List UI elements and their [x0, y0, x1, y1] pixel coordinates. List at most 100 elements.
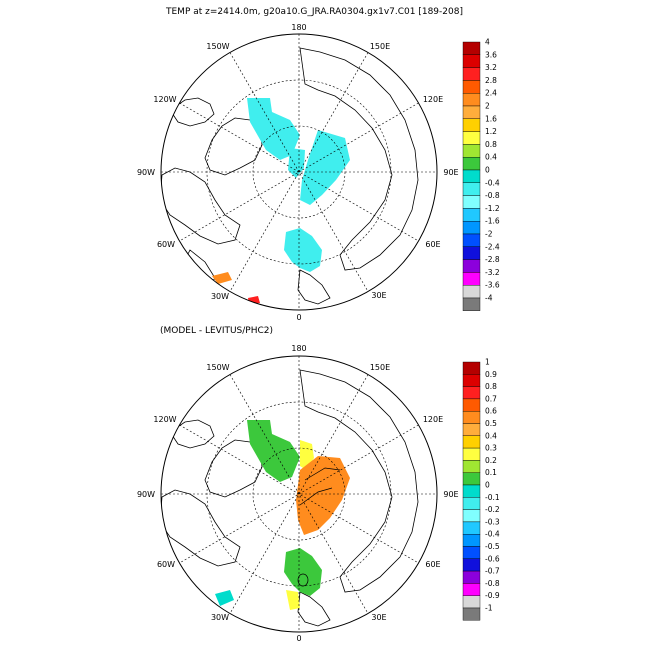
top-colorbar-swatch — [462, 246, 481, 260]
top-coastline-siberia — [299, 47, 419, 271]
top-coastline-alaska — [169, 97, 215, 127]
bottom-colorbar-swatch — [462, 374, 481, 387]
top-colorbar-label: 2 — [485, 102, 490, 111]
top-colorbar-swatch — [462, 220, 481, 235]
top-colorbar-swatch — [462, 92, 481, 107]
top-lon-120w: 120W — [153, 95, 176, 104]
bottom-colorbar-swatch — [462, 361, 481, 375]
bottom-colorbar-label: -0.3 — [485, 517, 500, 526]
top-colorbar-swatch — [462, 118, 481, 132]
top-colorbar-label: 4 — [485, 38, 490, 47]
bottom-lon-60e: 60E — [425, 560, 440, 569]
top-coastline-labrador — [179, 249, 216, 293]
bottom-lon-0: 0 — [296, 634, 301, 643]
top-colorbar-label: -3.2 — [485, 268, 500, 277]
top-colorbar-label: -1.2 — [485, 204, 500, 213]
top-lon-30w: 30W — [211, 292, 229, 301]
top-colorbar-label: 0 — [485, 166, 490, 175]
bottom-colorbar-label: 0.6 — [485, 407, 497, 416]
bottom-lon-30e: 30E — [371, 613, 386, 622]
bottom-colorbar-swatch — [462, 570, 481, 584]
top-colorbar-swatch — [462, 233, 481, 248]
top-colorbar-swatch — [462, 297, 481, 312]
top-panel-title: TEMP at z=2414.0m, g20a10.G_JRA.RA0304.g… — [166, 7, 463, 17]
top-colorbar-label: -0.4 — [485, 178, 500, 187]
bottom-colorbar-swatch — [462, 583, 481, 596]
top-colorbar-swatch — [462, 144, 481, 158]
bottom-colorbar-label: -0.7 — [485, 567, 500, 576]
bottom-colorbar-label: 0.2 — [485, 456, 497, 465]
top-colorbar-label: 3.6 — [485, 50, 497, 59]
bottom-coastline-canada — [161, 489, 241, 567]
top-colorbar-label: 0.8 — [485, 140, 497, 149]
top-colorbar-swatch — [462, 272, 481, 286]
top-colorbar-swatch — [462, 259, 481, 273]
bottom-colorbar-swatch — [462, 411, 481, 424]
bottom-colorbar-swatch — [462, 435, 481, 449]
bottom-colorbar-swatch — [462, 509, 481, 523]
top-colorbar-label: -2 — [485, 230, 493, 239]
bottom-colorbar-label: -0.6 — [485, 554, 500, 563]
bottom-colorbar-swatch — [462, 546, 481, 560]
bottom-patch-yellow-2 — [286, 590, 300, 610]
top-colorbar-label: -2.8 — [485, 255, 500, 264]
bottom-colorbar-label: 0.7 — [485, 394, 497, 403]
top-coastline-canada — [161, 167, 241, 245]
top-lon-120e: 120E — [423, 95, 443, 104]
top-lon-60e: 60E — [425, 240, 440, 249]
top-colorbar-label: 1.6 — [485, 114, 497, 123]
bottom-colorbar-label: 0.9 — [485, 370, 497, 379]
bottom-colorbar-swatch — [462, 521, 481, 535]
top-lon-90e: 90E — [443, 168, 458, 177]
bottom-colorbar-swatch — [462, 423, 481, 437]
top-colorbar: 4 3.6 3.2 2.8 2.4 2 1.6 1.2 0.8 0.4 0 -0.4 -0.8 -1.2 -… — [462, 38, 500, 312]
top-colorbar-swatch — [462, 67, 481, 81]
bottom-lon-90e: 90E — [443, 490, 458, 499]
bottom-colorbar-label: -0.8 — [485, 579, 500, 588]
top-colorbar-label: -1.6 — [485, 217, 500, 226]
top-lon-180: 180 — [291, 23, 306, 32]
bottom-patch-green-2 — [284, 548, 322, 596]
bottom-colorbar: 1 0.9 0.8 0.7 0.6 0.5 0.4 0.3 0.2 0.1 0 -0.1 -0.2 -0.… — [462, 358, 500, 621]
bottom-map-boundary — [160, 355, 438, 633]
bottom-lon-120e: 120E — [423, 415, 443, 424]
bottom-colorbar-label: 1 — [485, 358, 490, 367]
top-colorbar-label: 2.4 — [485, 89, 497, 98]
top-colorbar-swatch — [462, 54, 481, 68]
top-colorbar-swatch — [462, 182, 481, 196]
bottom-colorbar-swatch — [462, 534, 481, 547]
top-patch-cyan-3 — [288, 148, 305, 178]
top-colorbar-swatch — [462, 80, 481, 94]
top-patch-cyan-1 — [247, 98, 300, 160]
top-colorbar-label: -0.8 — [485, 191, 500, 200]
bottom-colorbar-label: 0.1 — [485, 468, 497, 477]
bottom-lon-120w: 120W — [153, 415, 176, 424]
bottom-coastline-siberia — [299, 369, 419, 593]
top-colorbar-swatch — [462, 156, 481, 171]
bottom-colorbar-swatch — [462, 558, 481, 572]
top-colorbar-label: -4 — [485, 294, 493, 303]
bottom-colorbar-swatch — [462, 497, 481, 510]
top-lon-150e: 150E — [370, 42, 390, 51]
bottom-colorbar-label: -1 — [485, 604, 493, 613]
bottom-colorbar-label: 0.5 — [485, 419, 497, 428]
bottom-colorbar-label: -0.5 — [485, 542, 500, 551]
top-colorbar-label: -2.4 — [485, 242, 500, 251]
bottom-lon-150w: 150W — [206, 363, 229, 372]
bottom-colorbar-label: -0.2 — [485, 505, 500, 514]
top-colorbar-label: 2.8 — [485, 76, 497, 85]
top-colorbar-label: 0.4 — [485, 153, 497, 162]
top-colorbar-label: 1.2 — [485, 127, 497, 136]
top-polar-map: 180 150E 120E 90E 60E 30E 0 30W 60W 90W … — [137, 23, 500, 322]
top-colorbar-label: 3.2 — [485, 63, 497, 72]
top-coastline-europe — [297, 269, 331, 305]
bottom-colorbar-label: -0.1 — [485, 493, 500, 502]
top-colorbar-swatch — [462, 285, 481, 299]
top-lon-60w: 60W — [157, 240, 175, 249]
bottom-patch-cyan-coast — [215, 590, 234, 606]
bottom-colorbar-label: 0 — [485, 481, 490, 490]
bottom-coastline-alaska — [169, 419, 215, 449]
bottom-lon-90w: 90W — [137, 490, 155, 499]
top-colorbar-swatch — [462, 131, 481, 145]
